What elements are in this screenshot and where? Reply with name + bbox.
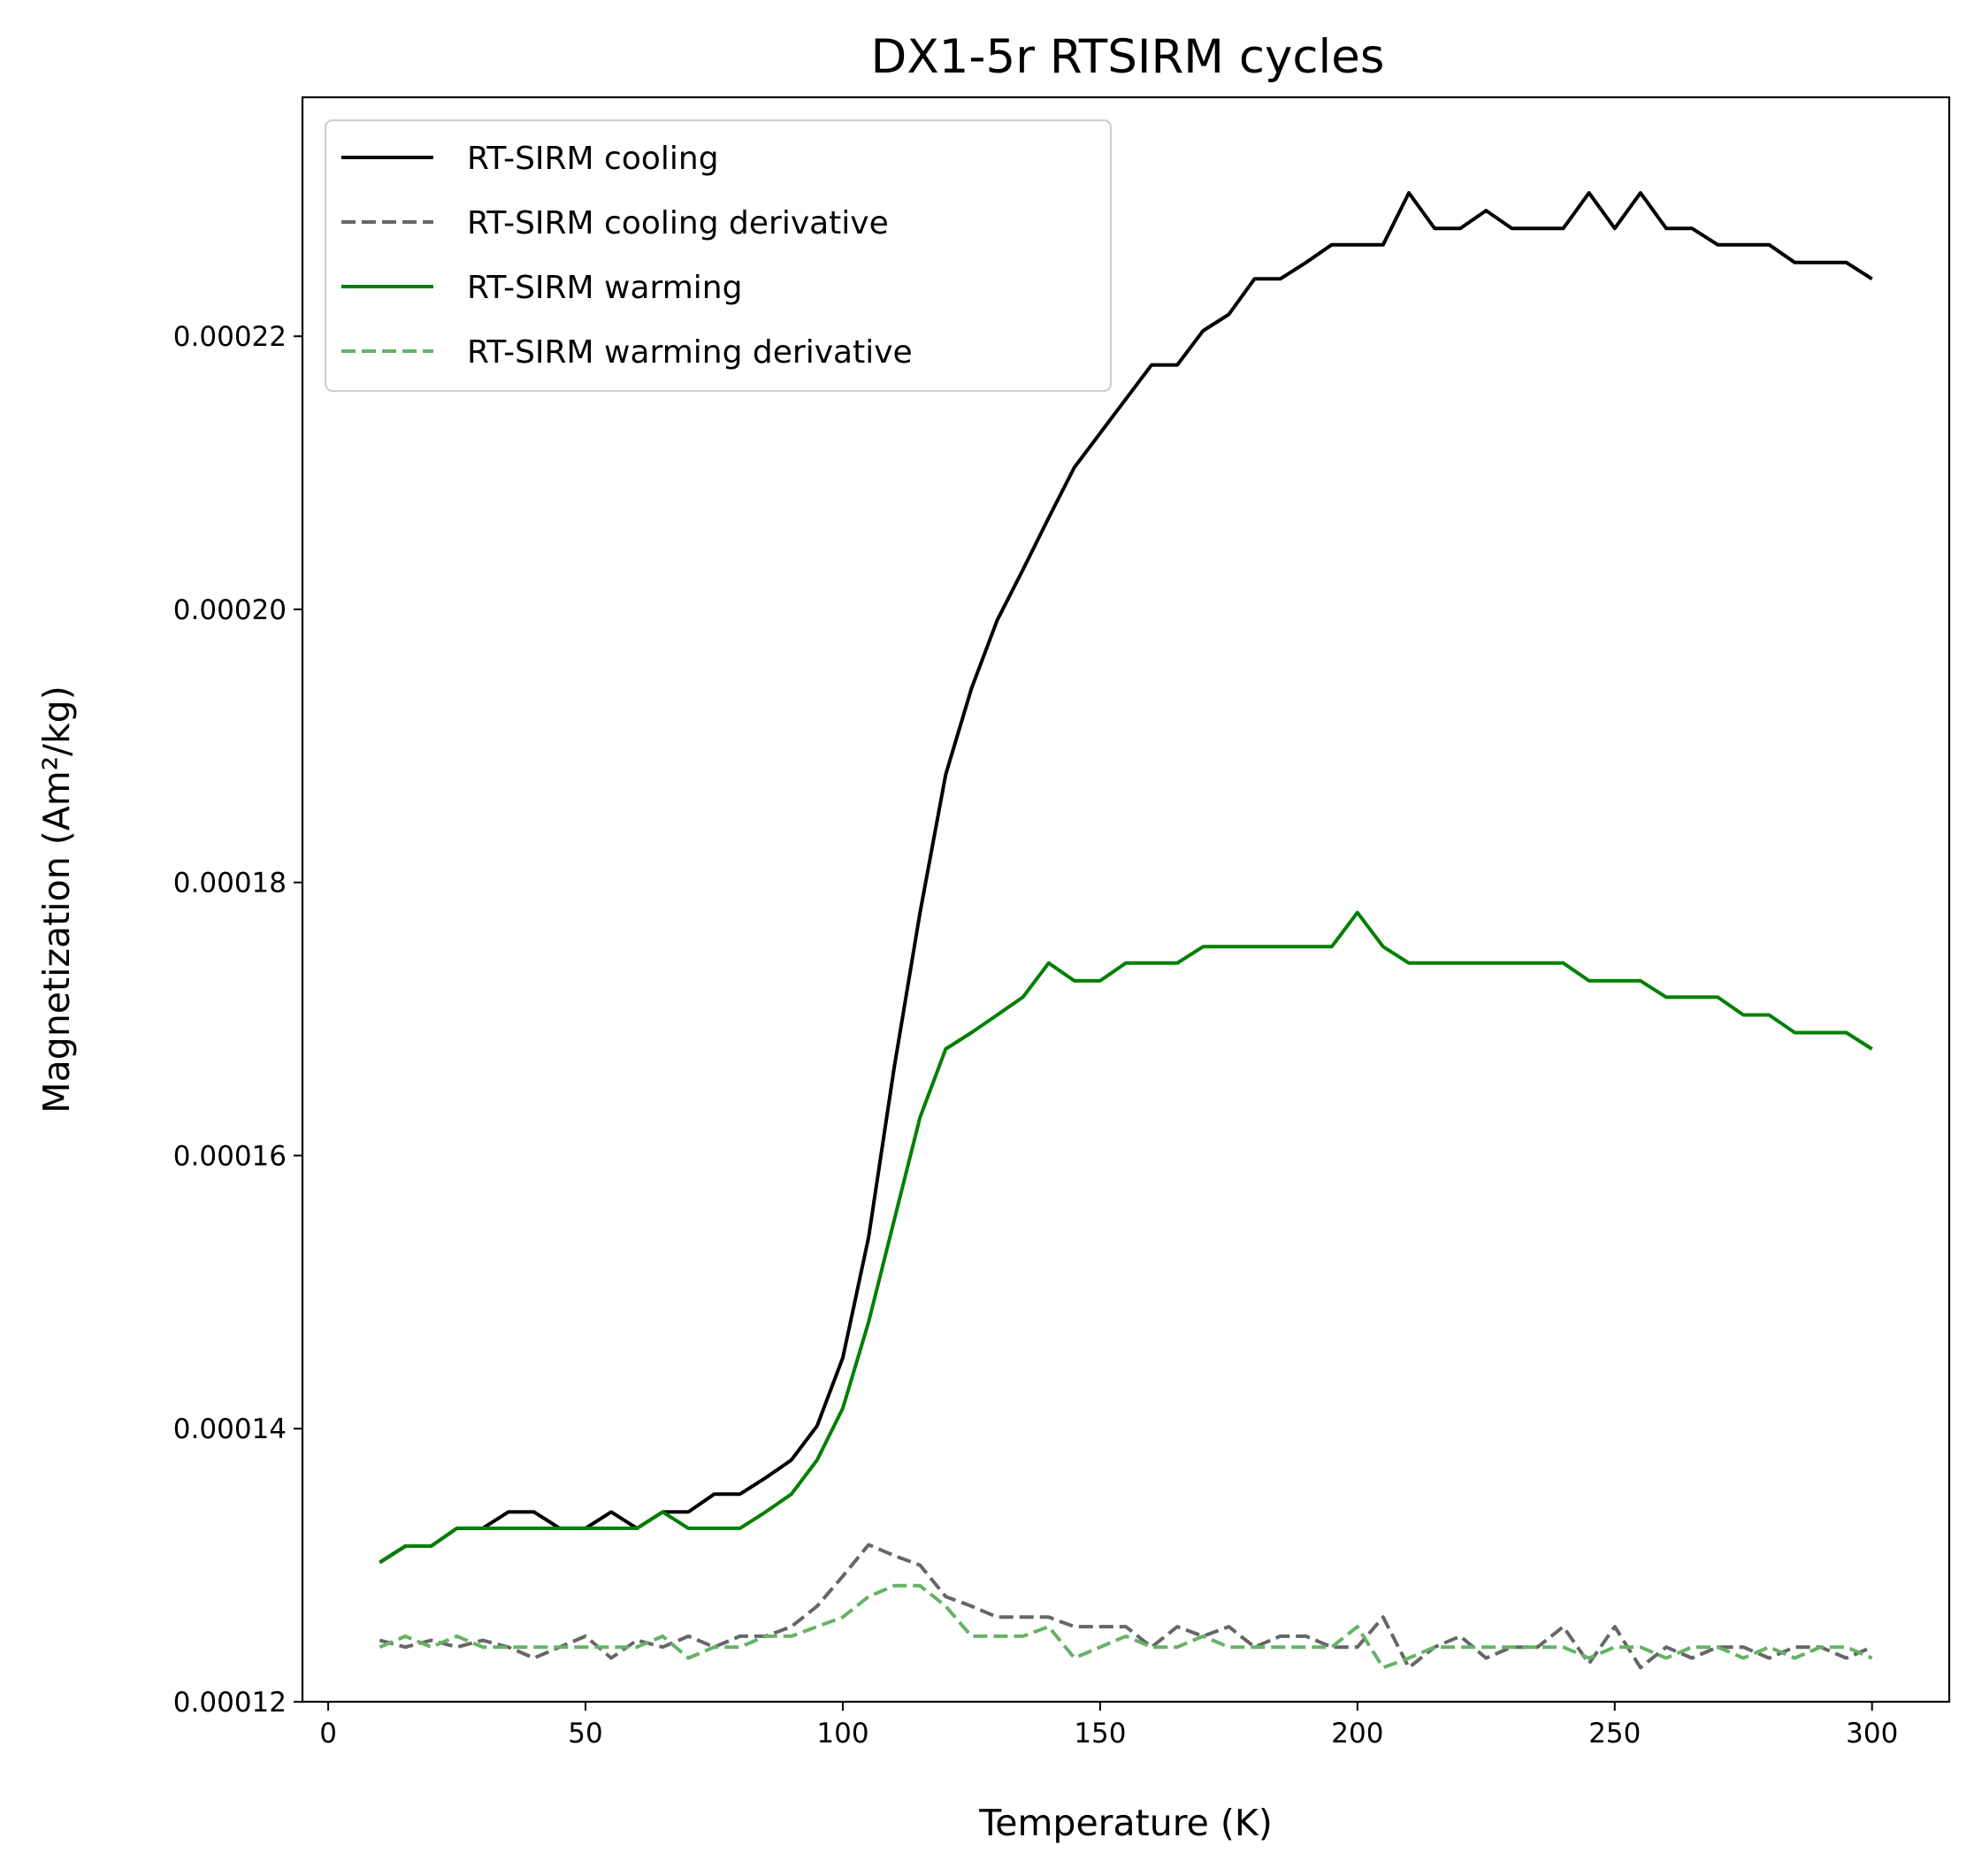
legend-label-rt-sirm-cooling: RT-SIRM cooling [467,141,719,177]
x-axis-label: Temperature (K) [978,1802,1273,1844]
x-tick-label: 50 [568,1718,602,1750]
x-tick-label: 300 [1846,1718,1898,1750]
x-tick-label: 250 [1588,1718,1641,1750]
y-tick-label: 0.00012 [173,1687,287,1719]
x-tick-label: 200 [1331,1718,1383,1750]
series-line-rt-sirm-warming-derivative [379,1583,1873,1670]
y-tick-label: 0.00022 [173,321,287,353]
chart-title: DX1-5r RTSIRM cycles [871,30,1385,84]
x-axis-ticks: 0 50 100 150 200 250 300 [319,1702,1898,1750]
legend-label-rt-sirm-warming-derivative: RT-SIRM warming derivative [467,334,913,371]
legend-label-rt-sirm-cooling-derivative: RT-SIRM cooling derivative [467,205,889,241]
legend-label-rt-sirm-warming: RT-SIRM warming [467,270,742,306]
x-tick-label: 0 [319,1718,337,1750]
y-axis-ticks: 0.00012 0.00014 0.00016 0.00018 0.00020 0.000… [173,321,302,1719]
y-tick-label: 0.00016 [173,1140,287,1172]
series-line-rt-sirm-warming [379,910,1873,1565]
legend-box [325,119,1112,392]
series-layer [379,191,1873,1670]
x-tick-label: 150 [1074,1718,1126,1750]
y-tick-label: 0.00020 [173,594,287,626]
legend: RT-SIRM cooling RT-SIRM cooling derivativ… [325,119,1112,392]
y-tick-label: 0.00018 [173,868,287,900]
x-tick-label: 100 [816,1718,868,1750]
y-tick-label: 0.00014 [173,1413,287,1445]
series-line-rt-sirm-cooling [379,191,1873,1565]
y-axis-label: Magnetization (Am²/kg) [35,685,78,1113]
